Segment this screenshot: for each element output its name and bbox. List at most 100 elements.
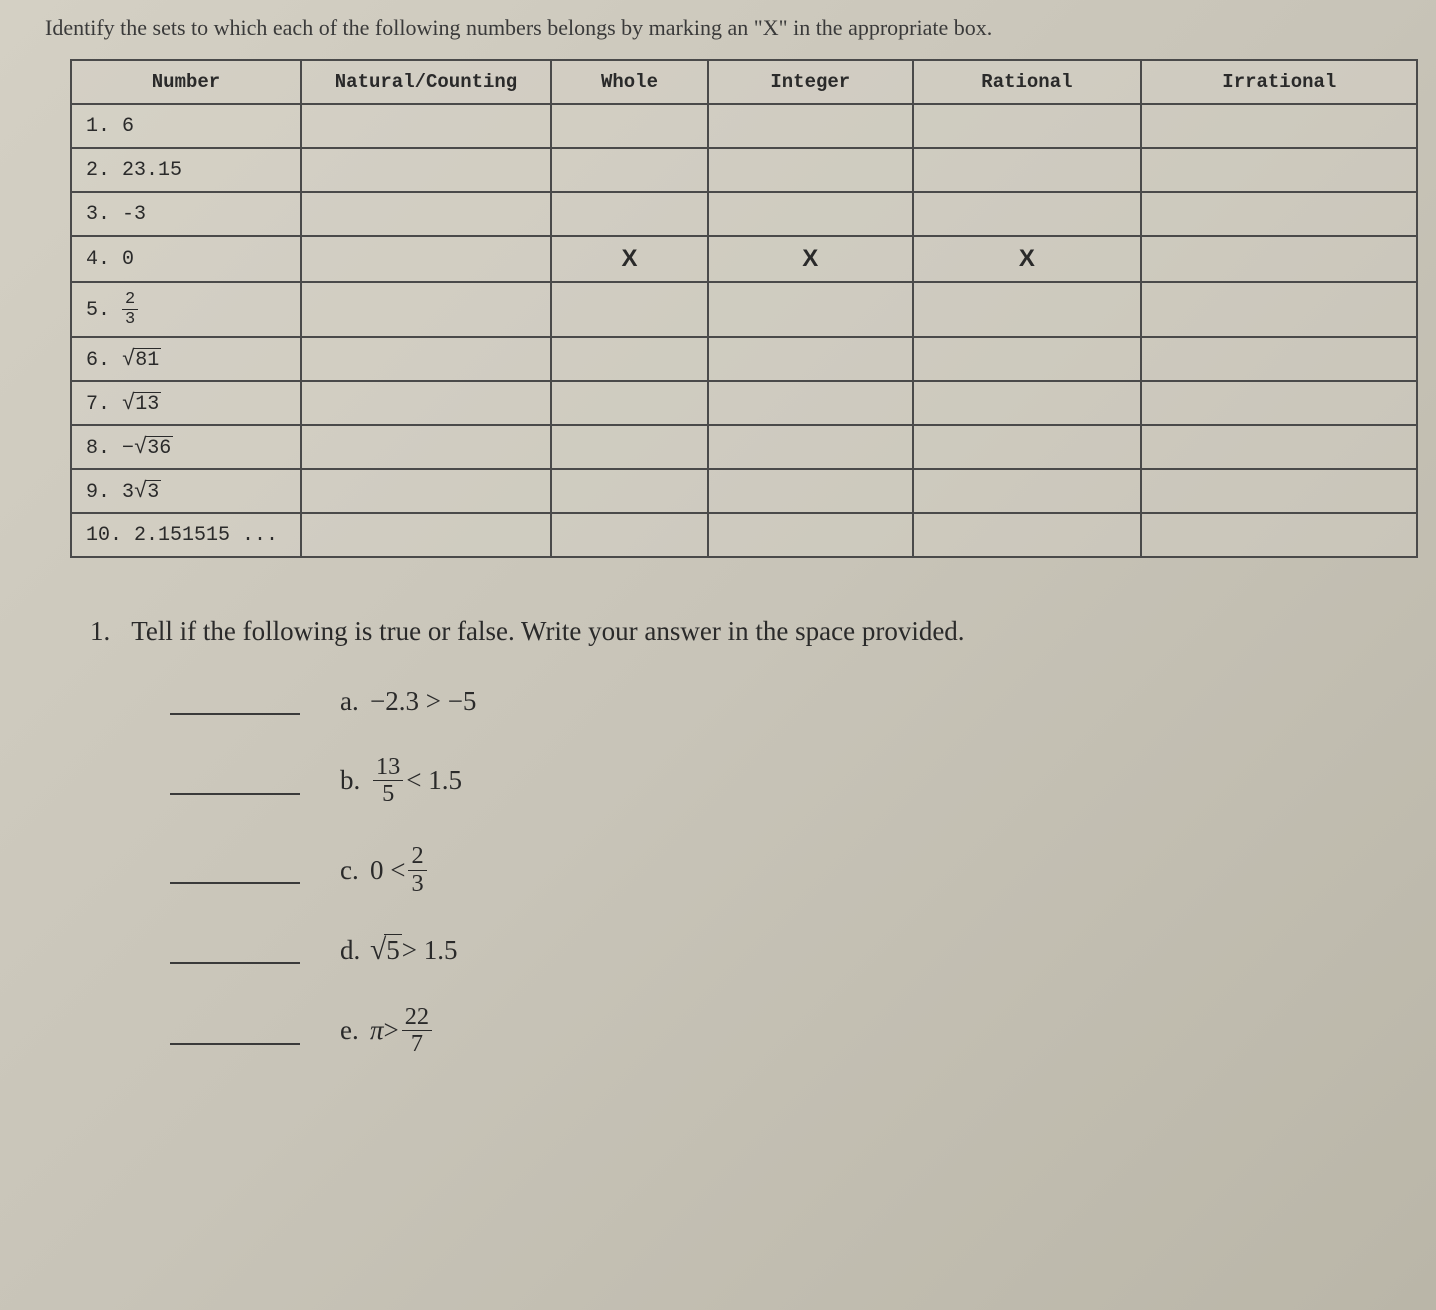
- number-cell: 1. 6: [71, 104, 301, 148]
- mark-cell[interactable]: [708, 425, 913, 469]
- mark-cell[interactable]: X: [551, 236, 708, 282]
- table-row: 3. -3: [71, 192, 1417, 236]
- mark-cell[interactable]: [708, 282, 913, 337]
- answer-blank[interactable]: [170, 687, 300, 715]
- answer-blank[interactable]: [170, 1017, 300, 1045]
- mark-cell[interactable]: [913, 104, 1142, 148]
- answer-row: c.0 < 23: [170, 844, 1406, 896]
- mark-cell[interactable]: [913, 381, 1142, 425]
- mark-cell[interactable]: [913, 148, 1142, 192]
- answer-list: a.−2.3 > −5 b.135 < 1.5 c.0 < 23 d.5 > 1.5 e…: [90, 686, 1406, 1057]
- mark-cell[interactable]: [551, 381, 708, 425]
- mark-cell[interactable]: [301, 425, 551, 469]
- mark-cell[interactable]: [301, 337, 551, 381]
- mark-cell[interactable]: [708, 104, 913, 148]
- answer-expression: 5 > 1.5: [370, 934, 458, 967]
- mark-cell[interactable]: [708, 148, 913, 192]
- mark-cell[interactable]: [301, 236, 551, 282]
- mark-cell[interactable]: [301, 192, 551, 236]
- number-cell: 7. 13: [71, 381, 301, 425]
- mark-cell[interactable]: [1141, 282, 1417, 337]
- mark-cell[interactable]: [1141, 192, 1417, 236]
- mark-cell[interactable]: X: [913, 236, 1142, 282]
- table-row: 10. 2.151515 ...: [71, 513, 1417, 557]
- table-row: 4. 0XXX: [71, 236, 1417, 282]
- mark-cell[interactable]: [551, 337, 708, 381]
- mark-cell[interactable]: [301, 381, 551, 425]
- answer-expression: 0 < 23: [370, 844, 430, 896]
- table-row: 7. 13: [71, 381, 1417, 425]
- mark-cell[interactable]: [551, 469, 708, 513]
- question-number: 1.: [90, 613, 125, 651]
- mark-cell[interactable]: [1141, 425, 1417, 469]
- col-integer: Integer: [708, 60, 913, 104]
- mark-cell[interactable]: [301, 513, 551, 557]
- answer-expression: π > 227: [370, 1005, 435, 1057]
- col-whole: Whole: [551, 60, 708, 104]
- mark-cell[interactable]: [708, 192, 913, 236]
- mark-cell[interactable]: [301, 282, 551, 337]
- mark-cell[interactable]: [913, 469, 1142, 513]
- mark-cell[interactable]: [1141, 469, 1417, 513]
- answer-row: a.−2.3 > −5: [170, 686, 1406, 717]
- mark-cell[interactable]: [1141, 381, 1417, 425]
- mark-cell[interactable]: [1141, 236, 1417, 282]
- table-row: 9. 33: [71, 469, 1417, 513]
- answer-expression: −2.3 > −5: [370, 686, 476, 717]
- mark-cell[interactable]: [301, 148, 551, 192]
- mark-cell[interactable]: [551, 104, 708, 148]
- number-sets-table: Number Natural/Counting Whole Integer Ra…: [70, 59, 1418, 558]
- mark-cell[interactable]: [708, 337, 913, 381]
- number-cell: 9. 33: [71, 469, 301, 513]
- mark-cell[interactable]: [913, 425, 1142, 469]
- answer-row: e.π > 227: [170, 1005, 1406, 1057]
- table-header-row: Number Natural/Counting Whole Integer Ra…: [71, 60, 1417, 104]
- mark-cell[interactable]: [1141, 104, 1417, 148]
- number-cell: 8. −36: [71, 425, 301, 469]
- table-body: 1. 62. 23.153. -34. 0XXX5. 236. 817. 138…: [71, 104, 1417, 557]
- mark-cell[interactable]: [1141, 513, 1417, 557]
- mark-cell[interactable]: [551, 513, 708, 557]
- answer-letter: c.: [340, 855, 370, 886]
- mark-cell[interactable]: [551, 192, 708, 236]
- table-row: 6. 81: [71, 337, 1417, 381]
- number-cell: 3. -3: [71, 192, 301, 236]
- answer-letter: a.: [340, 686, 370, 717]
- mark-cell[interactable]: [708, 513, 913, 557]
- mark-cell[interactable]: [551, 148, 708, 192]
- number-cell: 4. 0: [71, 236, 301, 282]
- col-natural: Natural/Counting: [301, 60, 551, 104]
- true-false-section: 1. Tell if the following is true or fals…: [30, 613, 1406, 1057]
- answer-expression: 135 < 1.5: [370, 755, 462, 807]
- mark-cell[interactable]: [708, 381, 913, 425]
- mark-cell[interactable]: [1141, 337, 1417, 381]
- answer-row: b.135 < 1.5: [170, 755, 1406, 807]
- number-cell: 2. 23.15: [71, 148, 301, 192]
- answer-blank[interactable]: [170, 767, 300, 795]
- mark-cell[interactable]: [913, 513, 1142, 557]
- mark-cell[interactable]: X: [708, 236, 913, 282]
- answer-blank[interactable]: [170, 936, 300, 964]
- col-rational: Rational: [913, 60, 1142, 104]
- table-row: 1. 6: [71, 104, 1417, 148]
- question-body: Tell if the following is true or false. …: [131, 616, 964, 646]
- mark-cell[interactable]: [551, 282, 708, 337]
- col-number: Number: [71, 60, 301, 104]
- number-cell: 5. 23: [71, 282, 301, 337]
- answer-letter: d.: [340, 935, 370, 966]
- number-cell: 6. 81: [71, 337, 301, 381]
- mark-cell[interactable]: [913, 192, 1142, 236]
- number-cell: 10. 2.151515 ...: [71, 513, 301, 557]
- answer-letter: e.: [340, 1015, 370, 1046]
- answer-row: d.5 > 1.5: [170, 934, 1406, 967]
- mark-cell[interactable]: [708, 469, 913, 513]
- answer-blank[interactable]: [170, 856, 300, 884]
- mark-cell[interactable]: [1141, 148, 1417, 192]
- mark-cell[interactable]: [551, 425, 708, 469]
- mark-cell[interactable]: [301, 104, 551, 148]
- question-prompt: 1. Tell if the following is true or fals…: [90, 613, 1406, 651]
- mark-cell[interactable]: [301, 469, 551, 513]
- table-row: 2. 23.15: [71, 148, 1417, 192]
- mark-cell[interactable]: [913, 337, 1142, 381]
- mark-cell[interactable]: [913, 282, 1142, 337]
